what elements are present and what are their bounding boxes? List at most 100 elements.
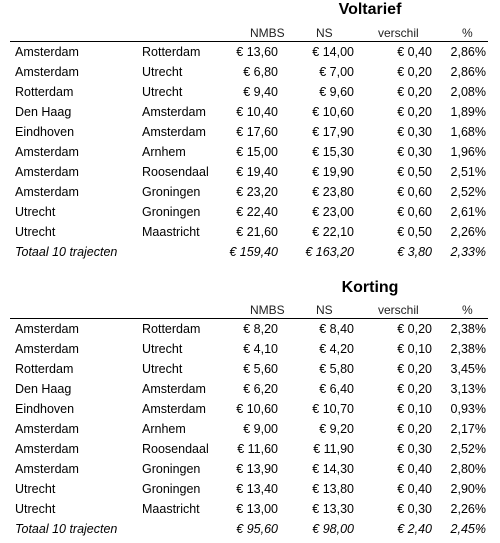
percentage: 2,61% [450,205,486,219]
table-row: Rotterdam Utrecht € 5,60 € 5,80 € 0,20 3… [0,360,500,380]
nmbs-price: € 15,00 [236,145,278,159]
table-title: Voltarief [338,1,402,18]
ns-price: € 13,30 [312,502,354,516]
ns-price: € 4,20 [319,342,354,356]
ns-price: € 14,30 [312,462,354,476]
percentage: 1,68% [450,125,486,139]
difference: € 0,30 [397,145,432,159]
percentage: 1,96% [450,145,486,159]
total-row: Totaal 10 trajecten € 95,60 € 98,00 € 2,… [0,520,500,540]
table-row: Amsterdam Utrecht € 4,10 € 4,20 € 0,10 2… [0,340,500,360]
from-city: Amsterdam [15,442,79,456]
from-city: Eindhoven [15,125,75,139]
total-nmbs: € 95,60 [236,522,278,536]
to-city: Groningen [142,482,201,496]
difference: € 0,30 [397,502,432,516]
from-city: Den Haag [15,105,72,119]
nmbs-price: € 5,60 [243,362,278,376]
ns-price: € 11,90 [313,442,354,456]
difference: € 0,20 [397,382,432,396]
difference: € 0,40 [397,462,432,476]
from-city: Amsterdam [15,65,79,79]
to-city: Utrecht [142,362,183,376]
to-city: Amsterdam [142,382,206,396]
nmbs-price: € 13,00 [236,502,278,516]
header-nmbs: NMBS [250,26,285,40]
ns-price: € 19,90 [312,165,354,179]
table-row: Den Haag Amsterdam € 6,20 € 6,40 € 0,20 … [0,380,500,400]
nmbs-price: € 9,40 [243,85,278,99]
difference: € 0,50 [397,225,432,239]
ns-price: € 6,40 [319,382,354,396]
difference: € 0,20 [397,362,432,376]
percentage: 2,26% [450,502,486,516]
to-city: Roosendaal [142,165,209,179]
to-city: Arnhem [142,145,186,159]
table-row: Rotterdam Utrecht € 9,40 € 9,60 € 0,20 2… [0,83,500,103]
percentage: 2,86% [450,45,486,59]
difference: € 0,20 [397,322,432,336]
table-row: Amsterdam Groningen € 23,20 € 23,80 € 0,… [0,183,500,203]
table-row: Amsterdam Utrecht € 6,80 € 7,00 € 0,20 2… [0,63,500,83]
to-city: Amsterdam [142,125,206,139]
header-diff: verschil [378,303,419,317]
percentage: 2,52% [450,442,486,456]
header-nmbs: NMBS [250,303,285,317]
difference: € 0,30 [397,442,432,456]
total-row: Totaal 10 trajecten € 159,40 € 163,20 € … [0,243,500,263]
from-city: Amsterdam [15,462,79,476]
from-city: Den Haag [15,382,72,396]
table-row: Amsterdam Rotterdam € 8,20 € 8,40 € 0,20… [0,320,500,340]
percentage: 3,45% [450,362,486,376]
total-ns: € 98,00 [312,522,354,536]
difference: € 0,50 [397,165,432,179]
to-city: Maastricht [142,225,200,239]
nmbs-price: € 8,20 [243,322,278,336]
from-city: Utrecht [15,225,56,239]
ns-price: € 10,60 [312,105,354,119]
difference: € 0,60 [397,205,432,219]
difference: € 0,40 [397,482,432,496]
from-city: Amsterdam [15,322,79,336]
table-row: Eindhoven Amsterdam € 10,60 € 10,70 € 0,… [0,400,500,420]
nmbs-price: € 6,80 [243,65,278,79]
percentage: 2,90% [450,482,486,496]
ns-price: € 5,80 [319,362,354,376]
from-city: Amsterdam [15,145,79,159]
from-city: Utrecht [15,205,56,219]
table-row: Amsterdam Arnhem € 15,00 € 15,30 € 0,30 … [0,143,500,163]
percentage: 2,51% [450,165,486,179]
to-city: Roosendaal [142,442,209,456]
ns-price: € 17,90 [312,125,354,139]
total-nmbs: € 159,40 [229,245,278,259]
percentage: 2,17% [450,422,486,436]
difference: € 0,10 [397,342,432,356]
to-city: Groningen [142,462,201,476]
nmbs-price: € 13,90 [236,462,278,476]
ns-price: € 10,70 [312,402,354,416]
table-row: Amsterdam Arnhem € 9,00 € 9,20 € 0,20 2,… [0,420,500,440]
header-pct: % [462,303,473,317]
header-rule [10,318,488,319]
ns-price: € 23,80 [312,185,354,199]
total-percentage: 2,33% [450,245,486,259]
ns-price: € 13,80 [312,482,354,496]
nmbs-price: € 10,60 [236,402,278,416]
header-ns: NS [316,303,333,317]
to-city: Groningen [142,205,201,219]
total-difference: € 3,80 [397,245,432,259]
table-row: Amsterdam Roosendaal € 19,40 € 19,90 € 0… [0,163,500,183]
percentage: 2,26% [450,225,486,239]
total-label: Totaal 10 trajecten [15,245,118,259]
from-city: Rotterdam [15,85,74,99]
percentage: 2,86% [450,65,486,79]
nmbs-price: € 4,10 [243,342,278,356]
nmbs-price: € 6,20 [243,382,278,396]
to-city: Utrecht [142,65,183,79]
to-city: Arnhem [142,422,186,436]
nmbs-price: € 11,60 [237,442,278,456]
ns-price: € 8,40 [319,322,354,336]
to-city: Maastricht [142,502,200,516]
to-city: Rotterdam [142,322,201,336]
difference: € 0,30 [397,125,432,139]
